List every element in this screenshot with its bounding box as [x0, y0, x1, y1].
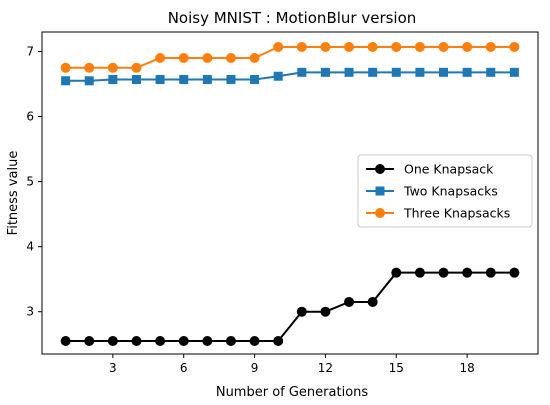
data-point: [250, 74, 260, 84]
legend: One Knapsack Two Knapsacks Three Knapsacks: [357, 154, 533, 228]
data-point: [273, 41, 284, 52]
data-point: [61, 76, 71, 86]
data-point: [178, 335, 189, 346]
legend-marker: [375, 186, 385, 196]
legend-label: Three Knapsacks: [403, 206, 510, 221]
data-point: [391, 267, 402, 278]
data-point: [438, 267, 449, 278]
data-point: [225, 53, 236, 64]
y-tick-label: 3: [26, 305, 34, 319]
x-tick-label: 6: [180, 361, 188, 375]
y-tick-label: 6: [26, 110, 34, 124]
legend-marker: [375, 164, 385, 174]
data-point: [320, 41, 331, 52]
x-axis-label: Number of Generations: [216, 385, 369, 400]
data-point: [367, 296, 378, 307]
data-point: [462, 267, 473, 278]
data-point: [297, 67, 307, 77]
y-tick-label: 5: [26, 175, 34, 189]
legend-label: One Knapsack: [404, 162, 494, 177]
data-point: [273, 335, 284, 346]
data-point: [367, 41, 378, 52]
data-point: [485, 41, 496, 52]
y-tick-label: 4: [26, 240, 34, 254]
data-point: [462, 67, 472, 77]
legend-marker: [375, 208, 385, 218]
x-tick-label: 9: [251, 361, 259, 375]
data-point: [179, 74, 189, 84]
data-point: [202, 74, 212, 84]
data-point: [249, 53, 260, 64]
data-point: [509, 267, 520, 278]
data-point: [509, 41, 520, 52]
data-point: [509, 67, 519, 77]
data-point: [202, 53, 213, 64]
data-point: [108, 74, 118, 84]
data-point: [462, 41, 473, 52]
data-point: [131, 74, 141, 84]
data-point: [391, 67, 401, 77]
x-tick-label: 15: [389, 361, 404, 375]
data-point: [320, 67, 330, 77]
data-point: [178, 53, 189, 64]
y-tick-label: 7: [26, 45, 34, 59]
data-point: [485, 267, 496, 278]
data-point: [249, 335, 260, 346]
x-tick-label: 3: [109, 361, 117, 375]
data-point: [344, 67, 354, 77]
data-point: [368, 67, 378, 77]
data-point: [320, 306, 331, 317]
data-point: [296, 41, 307, 52]
x-axis: 3 6 9 12 15 18: [109, 354, 475, 375]
plot-area: [41, 31, 539, 355]
data-point: [60, 335, 71, 346]
legend-box: [357, 154, 533, 228]
data-point: [60, 62, 71, 73]
data-point: [155, 335, 166, 346]
data-point: [84, 335, 95, 346]
data-point: [414, 41, 425, 52]
data-point: [273, 71, 283, 81]
series-0: [60, 267, 520, 346]
data-point: [202, 335, 213, 346]
data-point: [84, 76, 94, 86]
data-point: [344, 41, 355, 52]
data-point: [155, 53, 166, 64]
data-point: [155, 74, 165, 84]
data-point: [131, 62, 142, 73]
data-point: [107, 335, 118, 346]
series-1: [61, 67, 519, 86]
x-tick-label: 18: [460, 361, 475, 375]
chart-title: Noisy MNIST : MotionBlur version: [168, 9, 417, 27]
data-point: [486, 67, 496, 77]
series-layer: [60, 41, 520, 346]
y-axis-label: Fitness value: [6, 151, 21, 236]
data-point: [131, 335, 142, 346]
data-point: [415, 67, 425, 77]
data-point: [226, 74, 236, 84]
data-point: [225, 335, 236, 346]
data-point: [438, 41, 449, 52]
data-point: [439, 67, 449, 77]
data-point: [414, 267, 425, 278]
series-2: [60, 41, 520, 73]
y-axis: 3 4 5 6 7: [26, 45, 42, 319]
x-tick-label: 12: [318, 361, 333, 375]
data-point: [391, 41, 402, 52]
series-line: [65, 271, 515, 342]
data-point: [296, 306, 307, 317]
legend-label: Two Knapsacks: [403, 184, 498, 199]
data-point: [84, 62, 95, 73]
data-point: [344, 296, 355, 307]
data-point: [107, 62, 118, 73]
